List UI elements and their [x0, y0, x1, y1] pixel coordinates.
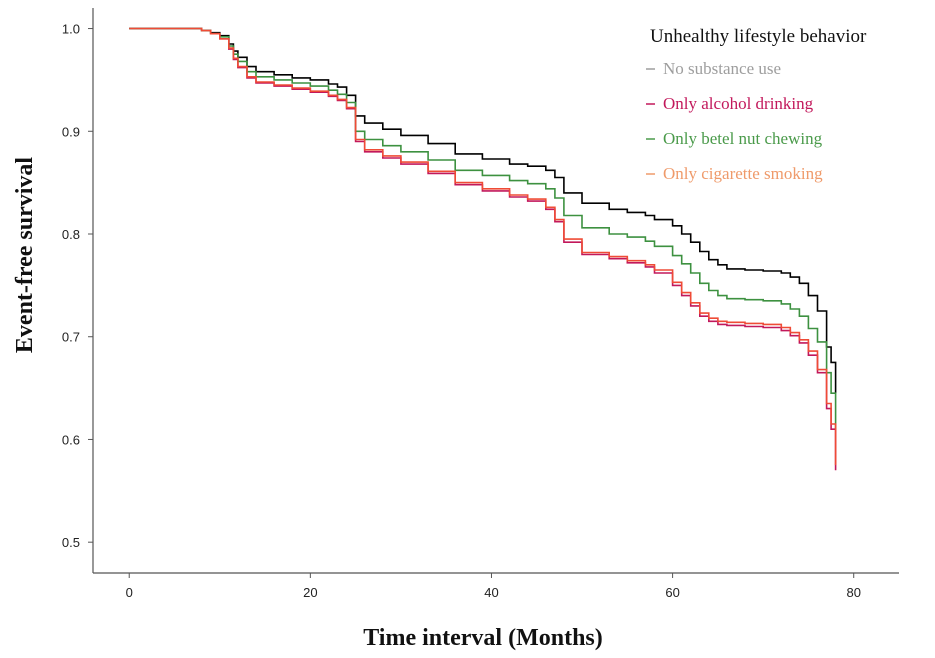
y-tick-group: 0.5 0.6 0.7 0.8 0.9 1.0	[62, 22, 93, 550]
x-axis-title: Time interval (Months)	[363, 625, 603, 651]
legend-label-no-substance-use: No substance use	[663, 59, 781, 78]
y-tick-label: 0.7	[62, 330, 80, 345]
legend-title: Unhealthy lifestyle behavior	[650, 26, 867, 47]
x-tick-label: 80	[846, 585, 860, 600]
series-line-no-substance-use	[129, 27, 837, 394]
series-line-only-betel-nut-chewing	[129, 27, 837, 430]
series-line-only-cigarette-smoking	[129, 27, 837, 466]
y-tick-label: 0.5	[62, 535, 80, 550]
x-tick-group: 0 20 40 60 80	[126, 573, 861, 600]
series-line-group	[129, 27, 837, 471]
y-tick-label: 0.9	[62, 124, 80, 139]
x-tick-label: 0	[126, 585, 133, 600]
legend-label-only-cigarette-smoking: Only cigarette smoking	[663, 164, 823, 183]
x-tick-label: 60	[665, 585, 679, 600]
y-tick-label: 0.8	[62, 227, 80, 242]
x-tick-label: 20	[303, 585, 317, 600]
y-tick-label: 1.0	[62, 22, 80, 37]
legend-label-only-betel-nut-chewing: Only betel nut chewing	[663, 129, 823, 148]
legend: Unhealthy lifestyle behavior No substanc…	[646, 26, 867, 183]
legend-items: No substance use Only alcohol drinking Onl…	[646, 59, 823, 183]
legend-label-only-alcohol-drinking: Only alcohol drinking	[663, 94, 814, 113]
y-tick-label: 0.6	[62, 432, 80, 447]
chart-axes	[92, 8, 899, 574]
x-tick-label: 40	[484, 585, 498, 600]
y-axis-title: Event-free survival	[12, 157, 38, 354]
